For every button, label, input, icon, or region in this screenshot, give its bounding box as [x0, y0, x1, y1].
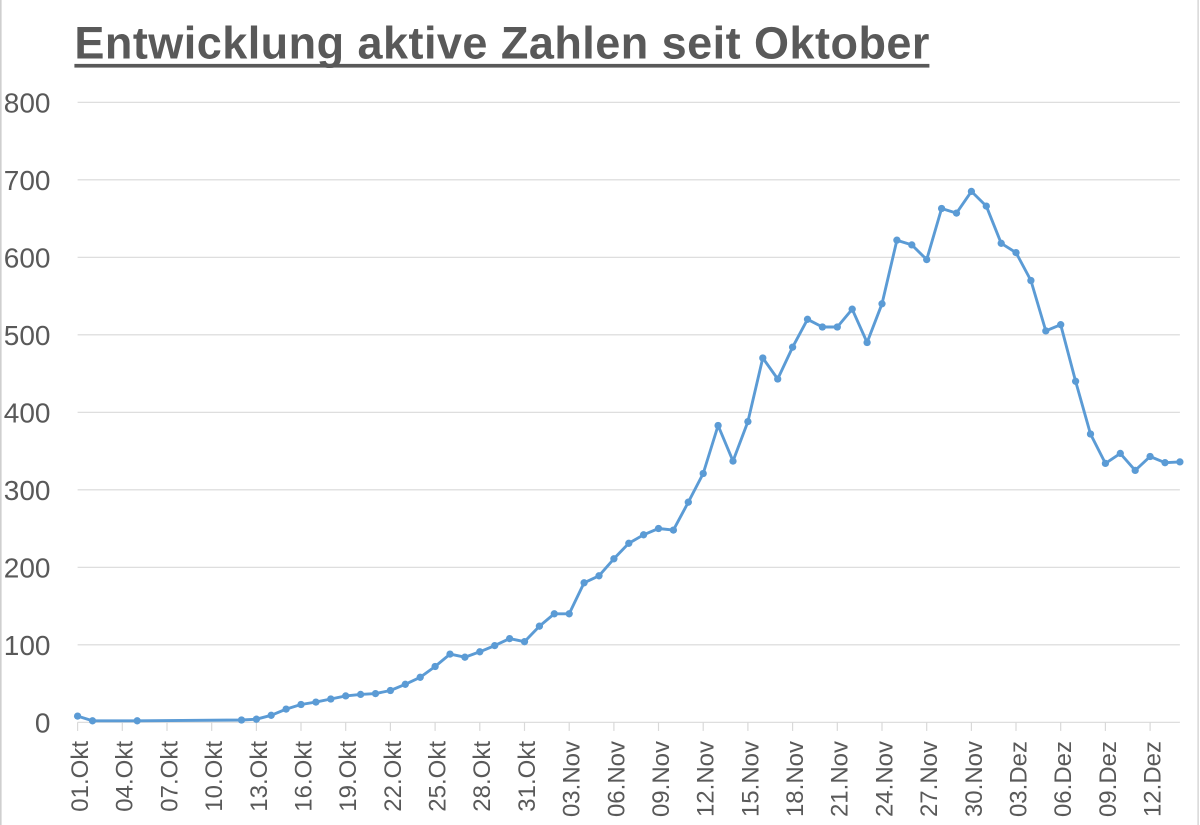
svg-text:04.Okt: 04.Okt	[112, 741, 139, 812]
svg-text:25.Okt: 25.Okt	[425, 741, 452, 812]
svg-text:15.Nov: 15.Nov	[737, 741, 764, 817]
svg-text:300: 300	[4, 475, 51, 506]
svg-text:07.Okt: 07.Okt	[156, 741, 183, 812]
svg-text:03.Dez: 03.Dez	[1005, 741, 1032, 817]
svg-text:28.Okt: 28.Okt	[469, 741, 496, 812]
svg-text:18.Nov: 18.Nov	[782, 741, 809, 817]
svg-text:31.Okt: 31.Okt	[514, 741, 541, 812]
svg-text:09.Dez: 09.Dez	[1095, 741, 1122, 817]
svg-text:27.Nov: 27.Nov	[916, 741, 943, 817]
svg-text:22.Okt: 22.Okt	[380, 741, 407, 812]
svg-text:16.Okt: 16.Okt	[290, 741, 317, 812]
svg-text:12.Dez: 12.Dez	[1140, 741, 1167, 817]
svg-text:06.Nov: 06.Nov	[603, 741, 630, 817]
svg-text:500: 500	[4, 320, 51, 351]
svg-text:400: 400	[4, 397, 51, 428]
svg-text:09.Nov: 09.Nov	[648, 741, 675, 817]
svg-text:10.Okt: 10.Okt	[201, 741, 228, 812]
svg-text:30.Nov: 30.Nov	[961, 741, 988, 817]
svg-text:Entwicklung aktive Zahlen seit: Entwicklung aktive Zahlen seit Oktober	[74, 18, 929, 69]
svg-text:21.Nov: 21.Nov	[827, 741, 854, 817]
svg-text:24.Nov: 24.Nov	[871, 741, 898, 817]
svg-text:800: 800	[4, 87, 51, 118]
svg-text:01.Okt: 01.Okt	[67, 741, 94, 812]
svg-text:0: 0	[35, 707, 51, 738]
svg-text:200: 200	[4, 552, 51, 583]
svg-text:19.Okt: 19.Okt	[335, 741, 362, 812]
svg-text:03.Nov: 03.Nov	[559, 741, 586, 817]
svg-text:12.Nov: 12.Nov	[693, 741, 720, 817]
svg-text:06.Dez: 06.Dez	[1050, 741, 1077, 817]
svg-text:100: 100	[4, 630, 51, 661]
svg-text:600: 600	[4, 242, 51, 273]
svg-text:700: 700	[4, 165, 51, 196]
svg-text:13.Okt: 13.Okt	[246, 741, 273, 812]
